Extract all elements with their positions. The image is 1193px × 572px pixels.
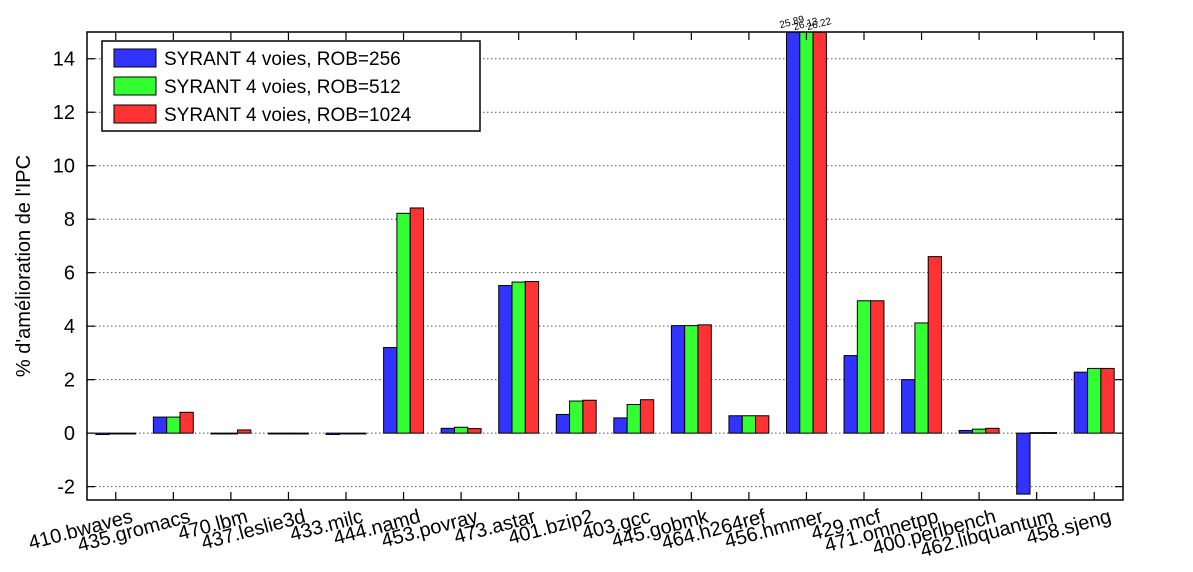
legend-label: SYRANT 4 voies, ROB=512	[164, 77, 401, 98]
bar	[511, 281, 526, 434]
bar	[179, 411, 194, 434]
bar	[914, 322, 929, 434]
bar	[697, 324, 712, 434]
legend-swatch	[113, 76, 157, 96]
bar	[613, 417, 628, 434]
bar	[152, 416, 168, 434]
bar	[870, 300, 885, 434]
x-category-label: 435.gromacs	[75, 506, 192, 557]
bar	[409, 207, 425, 434]
bar	[325, 432, 340, 435]
bar	[498, 285, 513, 434]
bar	[1042, 432, 1058, 434]
bar	[267, 432, 283, 435]
bar	[396, 212, 411, 434]
bar	[843, 355, 858, 434]
bar	[1029, 432, 1044, 434]
bar	[812, 31, 827, 434]
bar	[121, 432, 137, 435]
legend-box	[101, 40, 481, 132]
bar	[555, 413, 571, 434]
y-tick-label: -2	[57, 477, 75, 499]
bar	[971, 428, 987, 434]
bar	[1087, 367, 1102, 434]
legend: SYRANT 4 voies, ROB=256 SYRANT 4 voies, R…	[101, 40, 481, 132]
bar	[684, 325, 699, 434]
plot-frame	[86, 31, 1124, 501]
bar	[440, 427, 455, 434]
bar	[352, 432, 367, 435]
bar	[741, 415, 757, 434]
legend-label: SYRANT 4 voies, ROB=256	[164, 49, 401, 70]
y-tick-label: 6	[64, 263, 75, 285]
bar	[569, 400, 584, 434]
y-tick-label: 14	[53, 49, 75, 71]
bar	[210, 432, 225, 435]
bar	[670, 325, 686, 434]
bar	[582, 399, 597, 434]
legend-label: SYRANT 4 voies, ROB=1024	[164, 105, 412, 126]
bar	[281, 432, 296, 435]
bar	[1100, 367, 1115, 434]
bar	[755, 415, 770, 434]
bar	[901, 379, 916, 434]
bar	[985, 427, 1000, 434]
bar	[524, 281, 540, 434]
bars	[95, 31, 1115, 495]
bar	[1016, 432, 1031, 495]
bar	[728, 415, 743, 434]
bar	[237, 429, 252, 434]
bar	[1073, 371, 1089, 434]
bar	[639, 399, 655, 434]
bar	[927, 256, 943, 434]
bar	[856, 300, 872, 434]
y-tick-label: 2	[64, 370, 75, 392]
legend-swatch	[113, 104, 157, 124]
bar	[166, 416, 181, 434]
bar	[626, 404, 641, 434]
bar	[383, 347, 398, 434]
y-tick-label: 8	[64, 209, 75, 231]
bar	[95, 432, 110, 435]
y-axis-title: % d'amélioration de l'IPC	[13, 155, 35, 377]
y-tick-label: 0	[64, 423, 75, 445]
bar	[799, 31, 814, 434]
bar	[453, 426, 469, 434]
legend-swatch	[113, 48, 157, 68]
bar	[108, 432, 123, 435]
bar	[223, 432, 239, 435]
bar	[338, 432, 354, 435]
bar	[467, 428, 482, 434]
y-axis-ticks: -2 0 2 4 6 8 10 12 14	[53, 49, 1123, 499]
bar	[958, 429, 973, 434]
bar	[294, 432, 309, 435]
y-tick-label: 12	[53, 102, 75, 124]
y-tick-label: 10	[53, 156, 75, 178]
bar	[785, 31, 801, 434]
y-tick-label: 4	[64, 316, 75, 338]
